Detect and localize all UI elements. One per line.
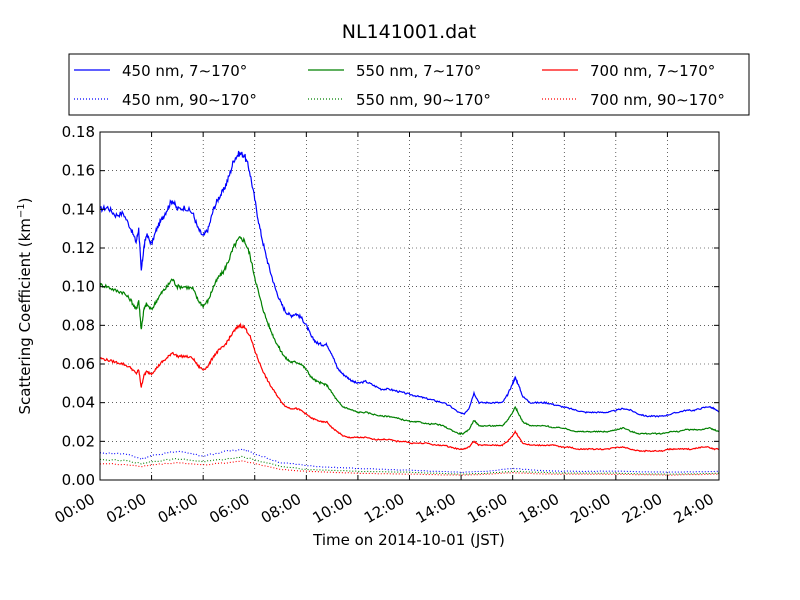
y-tick-label: 0.14 <box>62 200 95 218</box>
legend-label: 550 nm, 7∼170° <box>356 62 481 80</box>
x-axis-label: Time on 2014-10-01 (JST) <box>312 531 505 549</box>
series-line <box>100 448 720 473</box>
series-line <box>99 460 719 476</box>
y-tick-label: 0.02 <box>62 432 95 450</box>
y-axis-label: Scattering Coefficient (km−1) <box>16 197 34 414</box>
legend-label: 700 nm, 7∼170° <box>590 62 715 80</box>
legend-label: 450 nm, 90∼170° <box>122 91 257 109</box>
y-tick-label: 0.00 <box>62 471 95 489</box>
ticks <box>99 131 720 481</box>
y-tick-label: 0.08 <box>62 316 95 334</box>
chart-title: NL141001.dat <box>342 21 477 43</box>
y-axis-label-close: ) <box>16 197 34 203</box>
plot-area <box>99 131 720 481</box>
series-line <box>99 322 720 453</box>
legend-label: 550 nm, 90∼170° <box>356 91 491 109</box>
y-tick-label: 0.18 <box>62 123 95 141</box>
y-tick-labels: 0.00 0.02 0.04 0.06 0.08 0.10 0.12 0.14 0.16 0.18 <box>62 123 95 489</box>
series-line <box>99 235 720 436</box>
y-tick-label: 0.04 <box>62 394 95 412</box>
y-tick-label: 0.12 <box>62 239 95 257</box>
legend-label: 700 nm, 90∼170° <box>590 91 725 109</box>
legend-label: 450 nm, 7∼170° <box>122 62 247 80</box>
y-axis-label-main: Scattering Coefficient (km <box>16 218 34 414</box>
series-line <box>99 150 720 418</box>
y-tick-label: 0.10 <box>62 278 95 296</box>
y-tick-label: 0.16 <box>62 162 95 180</box>
y-axis-label-exponent: −1 <box>16 203 27 218</box>
series-layer <box>99 150 720 476</box>
y-tick-label: 0.06 <box>62 355 95 373</box>
legend: 450 nm, 7∼170° 550 nm, 7∼170° 700 nm, 7∼17… <box>68 53 750 116</box>
legend-frame <box>68 53 750 116</box>
